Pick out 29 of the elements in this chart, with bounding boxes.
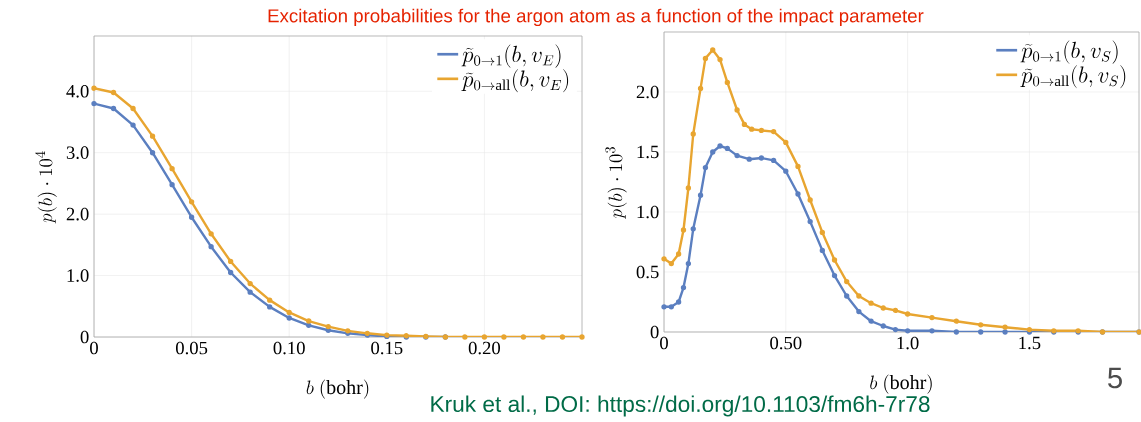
x-tick-label: 0 [660, 336, 668, 350]
y-tick-label: 4.0 [66, 84, 89, 98]
x-tick-label: 0.15 [371, 341, 403, 355]
y-tick-label: 1.0 [637, 205, 659, 219]
x-tick-label: 0.10 [273, 341, 305, 355]
text: Kruk et al., DOI: https://doi.org/10.1103/fm6h-7r78 [431, 395, 930, 417]
x-tick-label: 1.0 [897, 336, 919, 350]
legend-label: $\widetilde{p}_{0\to 1}(b, v_S)$ [1020, 40, 1118, 64]
legend-label: $\widetilde{p}_{0\to \mathrm{all}}(b, v_E)$ [461, 69, 569, 93]
y-tick-label: 2.0 [66, 207, 89, 221]
y-tick-label: 0.5 [636, 265, 659, 279]
y-tick-label: 0 [650, 325, 659, 339]
y-tick-label: 1.0 [67, 269, 89, 282]
y-tick-label: 2.0 [636, 85, 659, 99]
chart-title: Excitation probabilities for the argon atom as a function of the impact parameter [268, 8, 924, 27]
y-axis-title: $p(b)\cdot 10^4$ [35, 151, 57, 224]
y-tick-label: 3.0 [66, 146, 89, 160]
legend-label: $\widetilde{p}_{0\to 1}(b, v_E)$ [461, 44, 561, 68]
x-tick-label: 1.5 [1019, 336, 1041, 350]
legend-label: $\widetilde{p}_{0\to \mathrm{all}}(b, v_S)$ [1020, 65, 1126, 89]
y-axis-title: $p(b)\cdot 10^3$ [605, 146, 627, 219]
x-tick-label: 0 [90, 341, 98, 355]
x-tick-label: 0.50 [770, 336, 802, 350]
x-axis-title: $b\ (\mathrm{bohr})$ [306, 379, 369, 399]
x-tick-label: 0.20 [468, 341, 501, 355]
x-tick-label: 0.05 [175, 341, 208, 355]
text: 5 [1108, 367, 1122, 389]
x-axis-title: $b\ (\mathrm{bohr})$ [870, 374, 932, 394]
y-tick-label: 1.5 [637, 145, 659, 159]
